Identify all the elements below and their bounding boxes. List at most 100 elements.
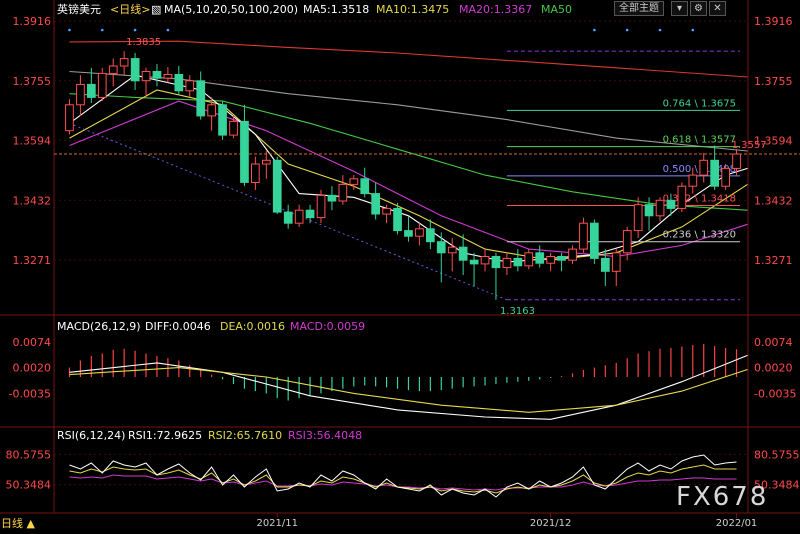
- price-tick-label-right: 1.3594: [754, 134, 793, 147]
- candle-body: [152, 71, 162, 79]
- candle-body: [524, 252, 534, 267]
- candle-body: [196, 80, 206, 117]
- candle-body: [601, 257, 610, 272]
- candle-body: [294, 209, 304, 224]
- watermark: FX678: [676, 482, 769, 512]
- candle-body: [97, 72, 107, 98]
- fib-level-label: 0.764 \ 1.3675: [663, 98, 736, 109]
- candle-body: [699, 159, 709, 176]
- candle-body: [130, 58, 140, 82]
- candle-body: [469, 259, 479, 265]
- close-icon[interactable]: ✕: [709, 1, 726, 16]
- footer-period-tab[interactable]: 日线 ▲: [1, 517, 35, 530]
- candle-body: [557, 256, 566, 261]
- candle-body: [611, 252, 621, 272]
- candle-body: [338, 183, 348, 202]
- date-tick-label: 2021/12: [530, 518, 572, 529]
- signal-dot: [68, 28, 71, 32]
- candle-body: [360, 178, 370, 195]
- indicator-icon[interactable]: ▧: [151, 3, 162, 16]
- candle-body: [633, 204, 643, 232]
- macd-tick-label-left: 0.0074: [13, 336, 52, 349]
- macd-tick-label-right: 0.0074: [754, 336, 793, 349]
- fib-level-label: 0.236 \ 1.3320: [663, 230, 736, 241]
- candle-body: [207, 104, 217, 117]
- candle-body: [305, 209, 315, 219]
- price-tick-label-left: 1.3594: [13, 134, 52, 147]
- candle-body: [174, 74, 184, 92]
- candle-body: [568, 248, 577, 261]
- rsi-tick-label-right: 80.5755: [754, 448, 800, 461]
- rsi1-value: RSI1:72.9625: [128, 429, 203, 442]
- macd-dea-line: [69, 367, 748, 413]
- chevron-down-icon[interactable]: ▾: [671, 1, 688, 16]
- macd-value: MACD:0.0059: [290, 320, 366, 333]
- rsi-tick-label-right: 50.3484: [754, 479, 800, 492]
- ma200-line: [69, 40, 748, 78]
- candle-body: [119, 58, 129, 67]
- price-tick-label-right: 1.3755: [754, 75, 793, 88]
- candle-body: [688, 174, 698, 187]
- candle-body: [272, 159, 282, 213]
- macd-diff-line: [69, 354, 748, 420]
- price-tick-label-left: 1.3432: [13, 194, 52, 207]
- price-tick-label-right: 1.3916: [754, 15, 793, 28]
- candle-body: [240, 120, 249, 183]
- rsi1-line: [69, 454, 737, 498]
- low-annotation: 1.3163: [500, 306, 535, 317]
- ma5-value: MA5:1.3518: [303, 3, 370, 16]
- candle-body: [644, 204, 654, 217]
- ma-label: MA(5,10,20,50,100,200): [164, 3, 299, 16]
- candle-body: [458, 246, 468, 261]
- candle-body: [393, 207, 402, 232]
- candle-body: [666, 199, 676, 209]
- signal-dot: [625, 28, 629, 32]
- theme-selector-button[interactable]: 全部主题: [614, 1, 664, 16]
- settings-icon[interactable]: ⚙: [690, 1, 707, 16]
- fib-level-label: 0.382 \ 1.3418: [663, 193, 736, 204]
- candle-body: [316, 194, 326, 219]
- date-tick-label: 2022/01: [716, 518, 758, 529]
- candle-body: [229, 120, 238, 136]
- candle-body: [141, 71, 151, 82]
- candle-body: [404, 230, 413, 237]
- high-annotation: 1.3835: [126, 37, 161, 48]
- candle-body: [87, 83, 96, 98]
- macd-dea: DEA:0.0016: [220, 320, 285, 333]
- candle-body: [382, 207, 391, 215]
- date-tick-label: 2021/11: [256, 518, 298, 529]
- candle-body: [622, 230, 632, 254]
- candle-body: [371, 193, 380, 215]
- candle-body: [677, 185, 687, 209]
- candle-body: [513, 257, 523, 267]
- macd-tick-label-right: -0.0035: [754, 387, 796, 400]
- price-tick-label-left: 1.3916: [13, 15, 52, 28]
- last-annotation: 1.3557: [732, 140, 767, 151]
- rsi3-value: RSI3:56.4048: [288, 429, 363, 442]
- signal-dot: [658, 28, 662, 32]
- signal-dot: [593, 28, 596, 32]
- candle-body: [251, 163, 260, 183]
- macd-tick-label-left: 0.0020: [13, 362, 52, 375]
- candle-body: [426, 228, 435, 243]
- signal-dot: [100, 28, 104, 32]
- candle-body: [535, 252, 545, 264]
- candle-body: [163, 74, 173, 79]
- rsi2-line: [69, 464, 737, 494]
- period-selector[interactable]: <日线>: [110, 3, 151, 16]
- symbol-title: 英镑美元: [57, 3, 101, 16]
- candle-body: [732, 153, 741, 169]
- price-tick-label-right: 1.3271: [754, 254, 793, 267]
- candle-body: [480, 256, 490, 265]
- candle-body: [65, 104, 74, 132]
- candle-body: [502, 257, 512, 269]
- candle-body: [415, 228, 424, 237]
- candle-body: [349, 178, 359, 185]
- candle-body: [546, 256, 555, 264]
- candle-body: [185, 80, 195, 92]
- rsi2-value: RSI2:65.7610: [208, 429, 283, 442]
- signal-dot: [166, 28, 170, 32]
- fib-level-label: 0.500 \ 1.3498: [663, 164, 736, 175]
